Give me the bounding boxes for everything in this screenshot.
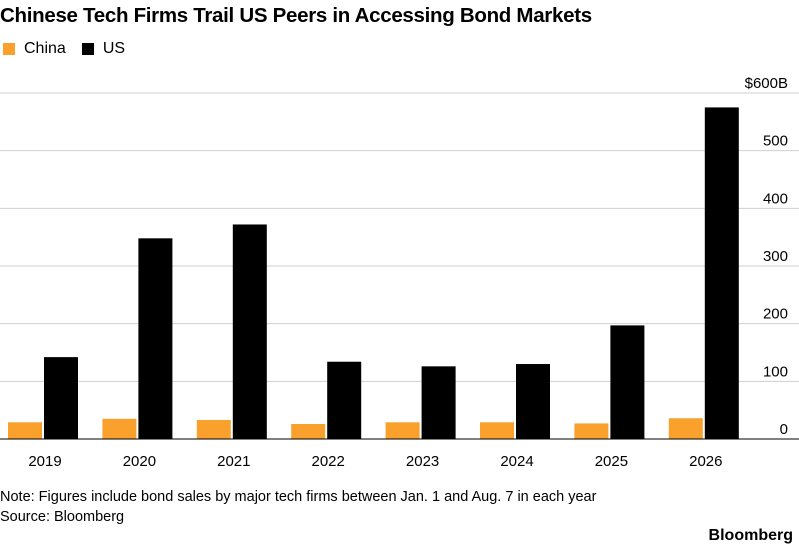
y-tick-label: 200: [763, 306, 788, 323]
bloomberg-logo: Bloomberg: [708, 527, 793, 544]
legend-swatch-china: [3, 43, 15, 55]
bars: [8, 107, 739, 440]
x-axis-labels: 2019 2020 2021 2022 2023 2024 2025 2026: [28, 453, 722, 470]
legend-label-china: China: [24, 40, 66, 57]
bar-us-2025: [610, 325, 645, 439]
gridlines: [0, 92, 799, 440]
bar-china-2024: [480, 422, 514, 439]
bar-us-2021: [232, 224, 267, 439]
legend: China US: [3, 38, 141, 60]
legend-item-china: China: [3, 40, 66, 58]
note-text: Note: Figures include bond sales by majo…: [0, 489, 597, 505]
x-tick-label: 2021: [217, 453, 250, 470]
bar-china-2022: [291, 424, 326, 439]
bar-china-2021: [196, 419, 231, 439]
bar-us-2023: [421, 366, 456, 439]
y-tick-label: $600B: [745, 75, 788, 92]
source-text: Source: Bloomberg: [0, 509, 125, 525]
x-tick-label: 2023: [406, 453, 439, 470]
x-tick-label: 2024: [500, 453, 533, 470]
bar-china-2025: [574, 423, 609, 439]
legend-label-us: US: [102, 40, 126, 57]
bar-us-2022: [327, 361, 362, 439]
chart-title: Chinese Tech Firms Trail US Peers in Acc…: [0, 4, 592, 27]
y-tick-label: 300: [763, 248, 788, 265]
y-tick-label: 400: [763, 190, 788, 207]
x-tick-label: 2019: [28, 453, 61, 470]
y-axis-labels: 0 100 200 300 400 500 $600B: [745, 75, 788, 438]
bar-china-2023: [385, 422, 420, 439]
y-tick-label: 0: [780, 421, 788, 438]
y-tick-label: 500: [763, 133, 788, 150]
bar-china-2020: [102, 418, 137, 439]
x-tick-label: 2025: [595, 453, 628, 470]
legend-swatch-us: [81, 43, 94, 55]
x-tick-label: 2026: [689, 453, 722, 470]
bar-us-2026: [704, 107, 739, 440]
legend-item-us: US: [81, 40, 126, 58]
bar-us-2019: [44, 357, 78, 439]
x-tick-label: 2022: [312, 453, 345, 470]
bar-china-2026: [668, 418, 703, 439]
y-tick-label: 100: [763, 363, 788, 380]
bar-china-2019: [8, 422, 42, 439]
footnote: Note: Figures include bond sales by majo…: [0, 487, 596, 527]
bar-us-2020: [138, 238, 173, 439]
x-tick-label: 2020: [123, 453, 156, 470]
bar-us-2024: [516, 364, 550, 439]
